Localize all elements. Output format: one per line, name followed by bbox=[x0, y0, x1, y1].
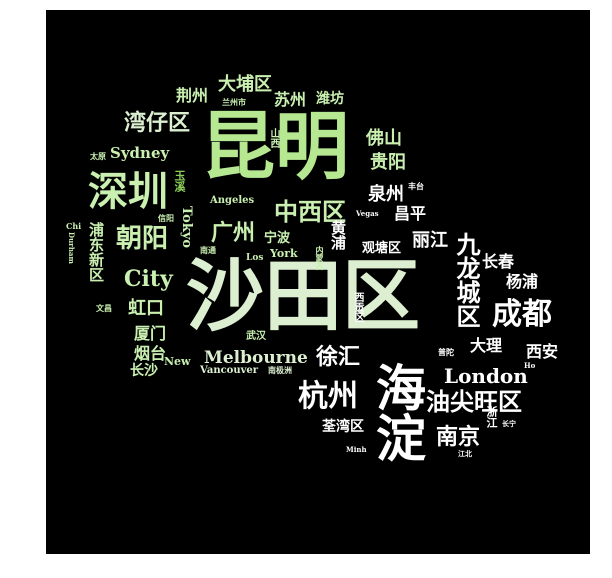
word: 潍坊 bbox=[316, 91, 344, 107]
word-cloud-canvas: 昆明 沙田区 海淀 深圳 九龙城区 成都 杭州 中西区 油尖旺区 朝阳 湾仔区 … bbox=[46, 10, 590, 554]
word: 兰州市 bbox=[222, 97, 246, 107]
word: 泉州 bbox=[368, 184, 404, 205]
word: Minh bbox=[346, 445, 367, 454]
word: 西贡区 bbox=[352, 292, 363, 322]
word: New bbox=[164, 355, 191, 368]
word: 长沙 bbox=[130, 363, 158, 379]
word: 丽江 bbox=[412, 230, 448, 251]
word: 朝阳 bbox=[116, 224, 169, 254]
word: 海淀 bbox=[368, 362, 427, 462]
word: Chi bbox=[66, 221, 82, 231]
word: 昆明 bbox=[201, 104, 349, 190]
word: 九龙城区 bbox=[452, 232, 481, 328]
word: 信阳 bbox=[158, 213, 174, 223]
word: 内蒙古 bbox=[315, 246, 325, 270]
word: 荃湾区 bbox=[322, 419, 364, 435]
word: 苏州 bbox=[274, 90, 307, 109]
word: City bbox=[124, 266, 173, 292]
word: Tokyo bbox=[179, 206, 194, 249]
word: Ho bbox=[524, 361, 536, 370]
word: 丰台 bbox=[408, 181, 424, 191]
word: Angeles bbox=[210, 195, 255, 206]
word: Melbourne bbox=[204, 348, 308, 368]
word: Durham bbox=[67, 232, 76, 264]
word: 大埔区 bbox=[218, 74, 272, 95]
word: 徐汇 bbox=[316, 344, 361, 370]
word: 江北 bbox=[458, 449, 472, 458]
word: 武汉 bbox=[246, 331, 266, 342]
word: 佛山 bbox=[366, 128, 402, 149]
word: 长宁 bbox=[502, 419, 516, 428]
word: 广州 bbox=[211, 220, 256, 246]
word: 黄浦 bbox=[329, 220, 347, 250]
word: 浦东新区 bbox=[87, 222, 105, 282]
word: 长春 bbox=[482, 252, 515, 271]
word: London bbox=[444, 364, 528, 388]
word: Vegas bbox=[356, 209, 379, 218]
word: 山西 bbox=[268, 128, 279, 148]
word: York bbox=[270, 247, 298, 260]
word: 文昌 bbox=[96, 303, 112, 313]
word: 太原 bbox=[90, 151, 106, 161]
word: 杭州 bbox=[298, 379, 358, 414]
word: Vancouver bbox=[200, 365, 259, 376]
word: Los bbox=[246, 253, 264, 263]
word: 宁波 bbox=[264, 231, 291, 246]
word: 昌平 bbox=[394, 204, 427, 223]
word: 虹口 bbox=[128, 298, 164, 319]
word: 南京 bbox=[436, 424, 481, 450]
word: 杨浦 bbox=[506, 272, 539, 291]
word: 沙田区 bbox=[186, 251, 421, 342]
word: 成都 bbox=[492, 297, 552, 332]
word: 荆州 bbox=[176, 86, 209, 105]
word: 大理 bbox=[470, 336, 503, 355]
word: 玉溪 bbox=[173, 170, 186, 192]
word: Sydney bbox=[110, 144, 170, 162]
word: 南通 bbox=[200, 245, 216, 255]
word: 厦门 bbox=[134, 324, 167, 343]
word: 烟台 bbox=[134, 344, 167, 363]
word: 浙江 bbox=[485, 406, 498, 428]
word: 贵阳 bbox=[370, 152, 406, 173]
word: 南极洲 bbox=[268, 365, 292, 375]
word: 中西区 bbox=[274, 197, 346, 226]
word: 普陀 bbox=[438, 347, 454, 357]
word: 湾仔区 bbox=[124, 110, 191, 136]
word: 观塘区 bbox=[362, 241, 402, 256]
word: 油尖旺区 bbox=[426, 387, 522, 416]
word: 深圳 bbox=[88, 168, 168, 215]
word: 西安 bbox=[526, 342, 559, 361]
